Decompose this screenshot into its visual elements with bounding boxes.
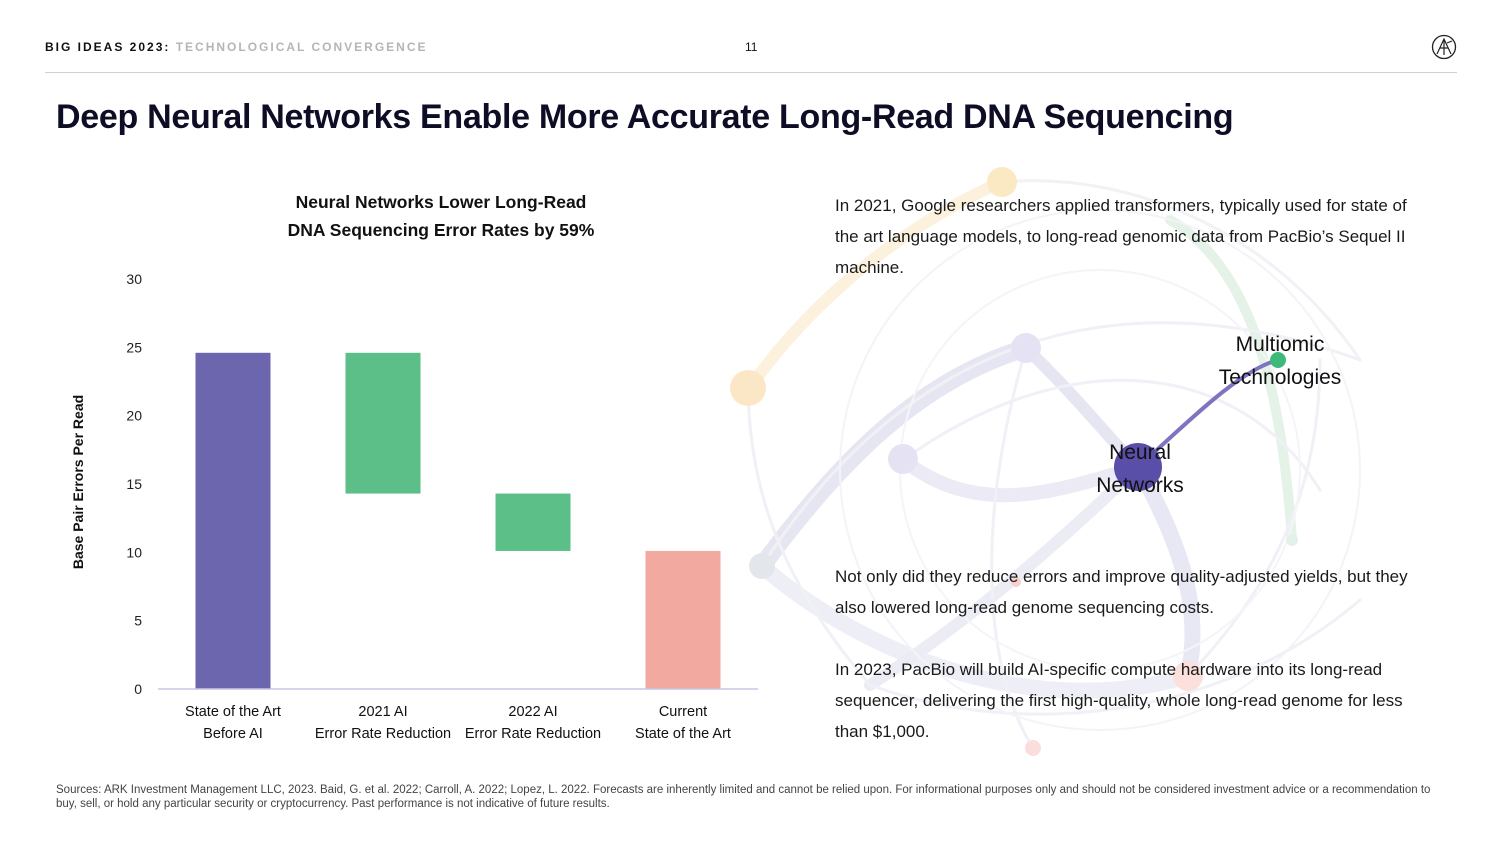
waterfall-bar — [495, 493, 571, 551]
x-category-label: State of the Art — [635, 726, 731, 742]
forecast-paragraph: In 2023, PacBio will build AI-specific c… — [835, 660, 1403, 741]
x-category-label: Before AI — [203, 726, 263, 742]
chart-title-line: Neural Networks Lower Long-Read — [296, 192, 587, 212]
chart-title-line: DNA Sequencing Error Rates by 59% — [288, 220, 595, 240]
y-tick-label: 20 — [126, 408, 142, 424]
header-series: BIG IDEAS 2023: TECHNOLOGICAL CONVERGENC… — [45, 40, 428, 54]
network-background-illustration — [730, 167, 1362, 756]
page-number: 11 — [745, 40, 758, 54]
x-category-label: Error Rate Reduction — [315, 726, 451, 742]
x-category-label: 2022 AI — [508, 704, 557, 720]
y-tick-label: 5 — [134, 613, 142, 629]
network-label-neural-networks: Neural Networks — [1096, 441, 1184, 497]
y-tick-label: 25 — [126, 339, 142, 355]
x-category-label: Current — [659, 704, 707, 720]
header-separator: : — [164, 40, 171, 54]
sources-disclaimer: Sources: ARK Investment Management LLC, … — [56, 784, 1431, 810]
header-divider — [45, 72, 1457, 73]
waterfall-bar — [345, 352, 421, 494]
y-tick-label: 0 — [134, 681, 142, 697]
y-tick-label: 30 — [126, 271, 142, 287]
x-category-label: State of the Art — [185, 704, 281, 720]
ark-logo-icon — [1431, 34, 1457, 60]
header-topic: TECHNOLOGICAL CONVERGENCE — [175, 40, 428, 54]
network-label-multiomic: Multiomic Technologies — [1218, 333, 1342, 389]
x-category-label: 2021 AI — [358, 704, 407, 720]
error-rate-waterfall-chart: Neural Networks Lower Long-Read DNA Seque… — [70, 192, 758, 742]
slide-title: Deep Neural Networks Enable More Accurat… — [56, 98, 1234, 136]
x-category-label: Error Rate Reduction — [465, 726, 601, 742]
slide-header: BIG IDEAS 2023: TECHNOLOGICAL CONVERGENC… — [45, 34, 1457, 74]
intro-paragraph: In 2021, Google researchers applied tran… — [835, 196, 1407, 277]
y-tick-label: 10 — [126, 544, 142, 560]
y-axis-label: Base Pair Errors Per Read — [70, 395, 86, 569]
cost-paragraph: Not only did they reduce errors and impr… — [835, 567, 1408, 617]
waterfall-bar — [195, 352, 271, 689]
waterfall-bar — [645, 550, 721, 689]
header-series-name: BIG IDEAS 2023 — [45, 40, 165, 54]
y-tick-label: 15 — [126, 476, 142, 492]
